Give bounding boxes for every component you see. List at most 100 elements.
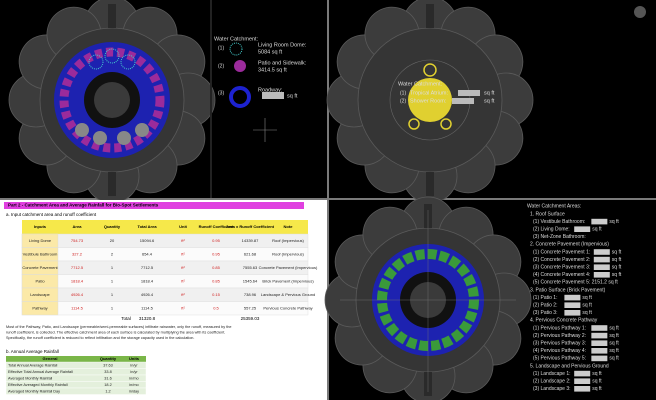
column-header: Area x Runoff Coefficient: [226, 224, 275, 229]
item-number: (2): [218, 63, 224, 69]
item-value: 3414.5 sq ft: [258, 67, 287, 73]
unit: sq ft: [612, 257, 622, 263]
value-box: [591, 218, 608, 225]
column-header: Total Area: [137, 224, 157, 229]
total-area: 31320.8: [139, 316, 156, 321]
rain-cell: in/mo: [129, 376, 138, 380]
list-line: (1) Landscape 1:: [533, 371, 571, 377]
list-line: (5) Concrete Pavement 5: 2151.2 sq ft: [533, 280, 618, 286]
note-line: Specifically, the runoff coefficient is …: [6, 336, 194, 340]
rain-cell: in/yr: [130, 363, 138, 367]
list-line: (4) Concrete Pavement 4:: [533, 272, 590, 278]
cell: 1: [111, 305, 114, 310]
rain-cell: Averaged Monthly Rainfall: [8, 376, 52, 380]
list-heading: Water Catchment Areas:: [527, 203, 581, 209]
value-box: [593, 249, 610, 255]
unit: sq ft: [582, 295, 592, 301]
cell: 4926.4: [71, 292, 84, 297]
cell: 0.95: [212, 238, 221, 243]
total-label: Total: [121, 316, 131, 321]
cell: ft²: [181, 238, 185, 243]
unit: sq ft: [582, 310, 592, 316]
cell: 1114.5: [141, 305, 153, 310]
unit: sq ft: [582, 303, 592, 309]
unit: sq ft: [609, 325, 619, 331]
cell: 1818.4: [141, 278, 154, 283]
rain-row: [5, 387, 147, 395]
cell: Concrete Pavement: [22, 265, 58, 270]
rain-cell: Effective Total Annual Average Rainfall: [8, 370, 73, 374]
unit: sq ft: [609, 341, 619, 347]
rain-cell: 18.2: [104, 383, 111, 387]
table-row: [21, 233, 309, 248]
column-header: Note: [284, 224, 294, 229]
unit: sq ft: [609, 333, 619, 339]
value-box: [564, 302, 581, 308]
list-line: (2) Pervious Pathway 2:: [533, 333, 586, 339]
unit: sq ft: [612, 265, 622, 271]
cell: 20: [110, 238, 115, 243]
value-box: [574, 226, 591, 232]
value-box: [591, 325, 608, 331]
value-box: [591, 340, 608, 346]
cell: Concrete Pavement (Impervious): [259, 265, 318, 270]
cell: ft²: [181, 278, 185, 283]
cell: ft²: [181, 265, 185, 270]
list-line: 1. Roof Surface: [530, 211, 565, 217]
item-value: sq ft: [287, 93, 298, 99]
cell: 0.85: [212, 278, 221, 283]
cell: Roof (Impervious): [272, 251, 304, 256]
cell: 15094.6: [140, 238, 155, 243]
rain-cell: Averaged Monthly Rainfall Day: [8, 389, 60, 393]
list-line: 5. Landscape and Pervious Ground: [530, 363, 609, 369]
rain-header: Quantity: [100, 356, 117, 361]
list-line: (2) Landscape 2:: [533, 379, 571, 385]
rain-cell: in/mo: [129, 383, 138, 387]
rain-cell: 33.8: [104, 370, 111, 374]
unit: sq ft: [612, 272, 622, 278]
cell: 738.96: [244, 292, 257, 297]
cell: 621.68: [244, 251, 257, 256]
cell: Pathway: [32, 305, 47, 310]
unit: sq ft: [592, 386, 602, 392]
item-number: (3): [218, 90, 224, 96]
unit: sq ft: [592, 379, 602, 385]
list-line: 3. Patio Surface (Brick Pavement): [530, 287, 606, 293]
cad-panel-top-left: [0, 0, 327, 203]
unit: sq ft: [592, 371, 602, 377]
cell: 1818.4: [71, 278, 84, 283]
cell: 1: [111, 292, 114, 297]
rain-cell: Effective Averaged Monthly Rainfall: [8, 383, 68, 387]
cell: Vestibule Bathroom: [23, 251, 58, 256]
item-label: Tropical Atrium:: [410, 90, 448, 96]
rain-cell: 37.63: [103, 363, 113, 367]
list-line: (3) Pervious Pathway 3:: [533, 341, 586, 347]
column-header: Area: [73, 224, 83, 229]
cell: 557.25: [244, 305, 257, 310]
item-label: Shower Room:: [410, 98, 447, 104]
list-line: 2. Concrete Pavement (Impervious): [530, 242, 609, 248]
item-number: (1): [400, 90, 406, 96]
cell: 7712.5: [71, 265, 84, 270]
column-header: Unit: [179, 224, 187, 229]
item-value: sq ft: [484, 90, 495, 96]
list-line: (3) Concrete Pavement 3:: [533, 265, 590, 271]
unit: sq ft: [612, 249, 622, 255]
cell: 1: [111, 278, 114, 283]
content: Water Catchment: (1) Living Room Dome:5084…: [4, 36, 622, 395]
input-cell: [21, 301, 59, 316]
table-row: [21, 247, 309, 262]
item-label: Patio and Sidewalk:: [258, 60, 307, 66]
cell: Patio: [35, 278, 45, 283]
item-label: Living Room Dome:: [258, 42, 307, 48]
cell: 1545.64: [243, 278, 258, 283]
value-box: [591, 332, 608, 339]
list-line: 4. Pervious Concrete Pathway: [530, 318, 598, 324]
unit: sq ft: [609, 348, 619, 354]
cell: Brick Pavement (Impervious): [262, 278, 314, 283]
list-line: (1) Patio 1:: [533, 295, 557, 301]
title-bar: [4, 202, 304, 209]
sheet-subtitle: a. Input catchment area and runoff coeff…: [6, 212, 97, 217]
header-row: [22, 220, 308, 234]
